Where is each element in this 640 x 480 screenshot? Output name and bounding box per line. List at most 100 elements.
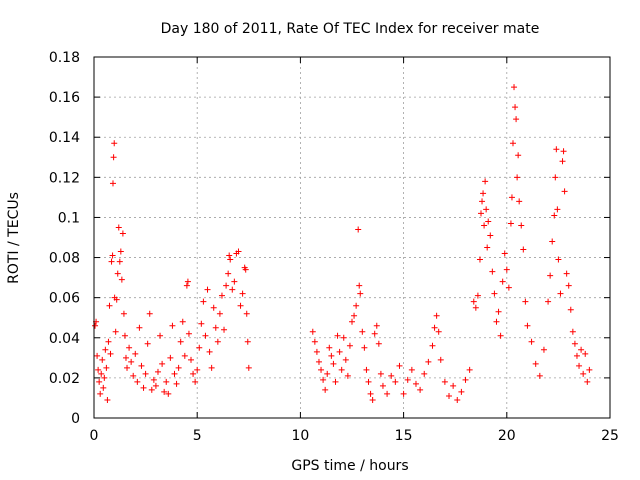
data-point: [242, 266, 249, 273]
data-point: [184, 278, 191, 285]
data-point: [106, 302, 113, 309]
data-point: [188, 356, 195, 363]
data-point: [487, 232, 494, 239]
data-point: [216, 310, 223, 317]
data-point: [356, 282, 363, 289]
data-point: [244, 338, 251, 345]
data-point: [384, 390, 391, 397]
data-point: [175, 364, 182, 371]
data-point: [116, 258, 123, 265]
data-point: [466, 366, 473, 373]
grid-lines: [94, 57, 610, 418]
data-point: [313, 348, 320, 355]
data-point: [540, 346, 547, 353]
data-point: [138, 362, 145, 369]
plot-frame: [93, 56, 611, 419]
data-point: [340, 334, 347, 341]
data-point: [212, 324, 219, 331]
data-point: [196, 344, 203, 351]
data-point: [553, 146, 560, 153]
data-point: [462, 376, 469, 383]
y-tick-label: 0.06: [49, 291, 80, 307]
y-tick-label: 0.12: [49, 170, 80, 186]
x-tick-label: 0: [90, 428, 99, 444]
data-point: [567, 306, 574, 313]
data-point: [315, 358, 322, 365]
data-point: [491, 290, 498, 297]
data-point: [472, 304, 479, 311]
axis-ticks: 0 5 10 15 20 25 0 0.02 0.04 0.06 0.08 0.1 0.12 0.14 0.…: [49, 50, 619, 444]
data-point: [482, 178, 489, 185]
data-point: [552, 174, 559, 181]
data-point: [101, 374, 108, 381]
data-point: [493, 318, 500, 325]
data-point: [408, 366, 415, 373]
data-point: [377, 370, 384, 377]
data-point: [126, 344, 133, 351]
data-point: [120, 310, 127, 317]
data-point: [584, 378, 591, 385]
data-point: [446, 392, 453, 399]
data-point: [484, 244, 491, 251]
data-point: [569, 328, 576, 335]
data-point: [508, 194, 515, 201]
data-point: [330, 360, 337, 367]
data-point: [161, 388, 168, 395]
data-point: [183, 282, 190, 289]
data-point: [528, 338, 535, 345]
x-tick-label: 25: [601, 428, 619, 444]
data-points: [92, 84, 593, 403]
data-point: [404, 376, 411, 383]
data-point: [94, 352, 101, 359]
data-point: [505, 284, 512, 291]
y-axis-label: ROTI / TECUs: [6, 192, 22, 284]
data-point: [218, 292, 225, 299]
data-point: [396, 362, 403, 369]
data-point: [134, 378, 141, 385]
data-point: [485, 218, 492, 225]
x-tick-label: 15: [395, 428, 413, 444]
data-point: [226, 252, 233, 259]
data-point: [522, 298, 529, 305]
data-point: [518, 222, 525, 229]
data-point: [102, 346, 109, 353]
data-point: [320, 376, 327, 383]
data-point: [227, 256, 234, 263]
data-point: [375, 340, 382, 347]
data-point: [103, 364, 110, 371]
data-point: [483, 206, 490, 213]
data-point: [371, 330, 378, 337]
data-point: [355, 226, 362, 233]
data-point: [417, 386, 424, 393]
data-point: [177, 338, 184, 345]
data-point: [210, 304, 217, 311]
data-point: [140, 384, 147, 391]
data-point: [150, 376, 157, 383]
data-point: [551, 212, 558, 219]
data-point: [121, 332, 128, 339]
data-point: [118, 276, 125, 283]
data-point: [206, 348, 213, 355]
data-point: [132, 350, 139, 357]
y-tick-label: 0.08: [49, 251, 80, 267]
data-point: [157, 332, 164, 339]
data-point: [179, 318, 186, 325]
data-point: [361, 344, 368, 351]
data-point: [111, 140, 118, 147]
data-point: [169, 322, 176, 329]
data-point: [142, 370, 149, 377]
data-point: [365, 378, 372, 385]
data-point: [349, 318, 355, 325]
data-point: [351, 312, 358, 319]
data-point: [332, 378, 339, 385]
data-point: [326, 344, 333, 351]
data-point: [499, 278, 506, 285]
data-point: [576, 362, 583, 369]
data-point: [373, 322, 380, 329]
data-point: [239, 290, 246, 297]
data-point: [532, 360, 539, 367]
data-point: [328, 352, 335, 359]
data-point: [512, 104, 519, 111]
data-point: [113, 296, 120, 303]
data-point: [181, 352, 188, 359]
